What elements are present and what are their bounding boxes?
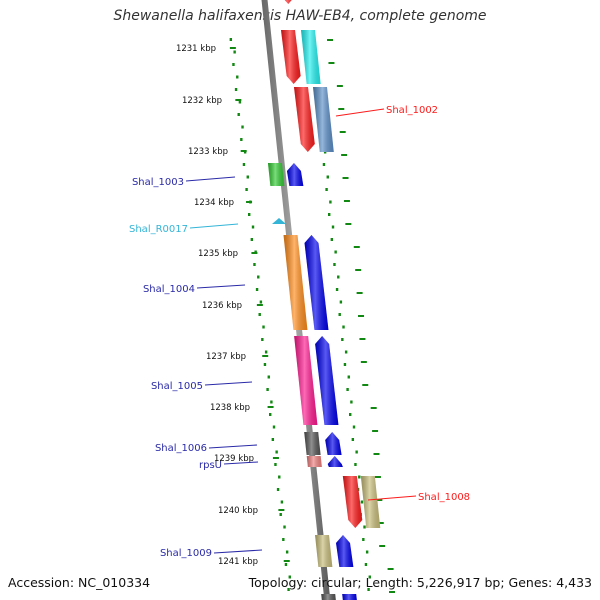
gene-label: Shal_1003 [132, 177, 184, 188]
gene-label-leader [189, 223, 239, 229]
gene-top-arrow-shine [284, 0, 292, 4]
tick-label: 1240 kbp [218, 506, 258, 516]
gene-label: Shal_1006 [155, 443, 207, 454]
gene-label-leader [196, 284, 246, 289]
gene-1004-cog-bar-shine [283, 235, 308, 330]
gene-1006-cog-bar-shine [304, 432, 321, 455]
gene-1004-arrow-shine [304, 235, 329, 330]
topology-label: Topology: circular; Length: 5,226,917 bp… [248, 575, 592, 590]
tick-label: 1235 kbp [198, 249, 238, 259]
tick-label: 1237 kbp [206, 352, 246, 362]
gene-label-leader [208, 444, 258, 449]
map-title: Shewanella halifaxensis HAW-EB4, complet… [113, 8, 487, 24]
gene-1005-arrow-shine [315, 336, 339, 425]
tick-label: 1232 kbp [182, 96, 222, 106]
gene-1003-cog-bar-shine [267, 163, 285, 186]
gene-1001-cog-bar-shine [300, 30, 321, 84]
gene-1002-cog-bar-shine [312, 87, 334, 152]
gene-1003-arrow-shine [286, 163, 304, 186]
gene-1009-arrow-shine [336, 535, 354, 567]
gene-label: Shal_1002 [386, 105, 438, 116]
gene-bottom-cog-bar-shine [321, 594, 336, 600]
gene-label: rpsU [199, 460, 222, 471]
gene-rpsu-arrow-shine [327, 456, 343, 467]
gene-label-leader [335, 108, 385, 117]
tick-label: 1234 kbp [194, 198, 234, 208]
gene-1008-cog-bar-shine [360, 476, 381, 528]
gene-label: Shal_1004 [143, 284, 195, 295]
tick-label: 1231 kbp [176, 44, 216, 54]
gene-1006-arrow-shine [325, 432, 342, 455]
gene-bottom-arrow-shine [342, 594, 357, 600]
gene-1005-cog-bar-shine [294, 336, 318, 425]
gene-label: Shal_1008 [418, 492, 470, 503]
gene-1002-arrow-shine [293, 87, 315, 152]
tick-label: 1241 kbp [218, 557, 258, 567]
gene-label-leader [367, 495, 417, 501]
tick-label: 1238 kbp [210, 403, 250, 413]
tick-label: 1236 kbp [202, 301, 242, 311]
gene-rpsu-cog-bar-shine [306, 456, 322, 467]
gene-label: Shal_1005 [151, 381, 203, 392]
gene-label-leader [204, 381, 253, 386]
gene-label: Shal_1009 [160, 548, 212, 559]
gene-1008-arrow-shine [342, 476, 363, 528]
gene-label-leader [185, 176, 236, 182]
gene-label: Shal_R0017 [129, 224, 188, 235]
gene-label-leader [213, 549, 263, 554]
gene-r0017-arrow [272, 218, 286, 224]
gene-1009-cog-bar-shine [315, 535, 333, 567]
gene-label-leader [223, 461, 259, 465]
accession-label: Accession: NC_010334 [8, 575, 151, 590]
tick-label: 1233 kbp [188, 147, 228, 157]
tick-label: 1239 kbp [214, 454, 254, 464]
gene-1001-arrow-shine [280, 30, 301, 84]
